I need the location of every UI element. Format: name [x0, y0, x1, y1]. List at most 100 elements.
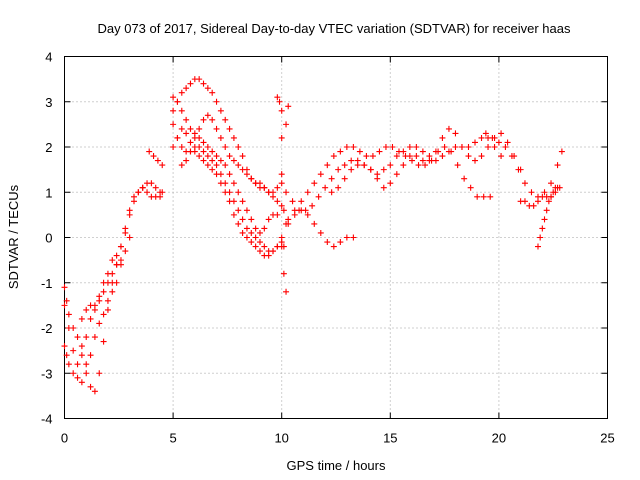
data-point	[96, 370, 103, 377]
data-point	[280, 207, 287, 214]
x-tick-label: 20	[492, 431, 506, 446]
data-point	[139, 184, 146, 191]
data-point	[209, 116, 216, 123]
data-point	[274, 184, 281, 191]
data-point	[376, 148, 383, 155]
data-point	[328, 189, 335, 196]
data-point	[204, 153, 211, 160]
data-point	[196, 125, 203, 132]
data-point	[196, 76, 203, 83]
data-point	[274, 94, 281, 101]
data-point	[170, 121, 177, 128]
data-point	[70, 325, 77, 331]
y-tick-label: -1	[41, 276, 53, 291]
data-point	[278, 180, 285, 187]
data-series-7	[170, 94, 281, 236]
data-point	[478, 153, 485, 160]
data-point	[239, 166, 246, 173]
data-point	[83, 361, 90, 368]
data-point	[283, 288, 290, 295]
data-point	[550, 189, 557, 196]
data-point	[200, 148, 207, 155]
data-point	[100, 288, 107, 295]
data-point	[361, 162, 368, 169]
data-point	[541, 216, 548, 223]
data-point	[78, 315, 85, 322]
data-point	[61, 302, 68, 309]
data-point	[200, 157, 207, 164]
data-point	[508, 153, 515, 160]
data-point	[117, 257, 124, 264]
data-point	[280, 243, 287, 250]
data-point	[109, 288, 116, 295]
data-point	[178, 144, 185, 150]
data-point	[498, 153, 505, 160]
data-point	[317, 171, 324, 178]
data-point	[91, 388, 98, 395]
y-tick-label: -2	[41, 321, 53, 336]
y-tick-label: 0	[45, 231, 52, 246]
data-point	[109, 270, 116, 277]
data-point	[157, 193, 164, 200]
data-point	[222, 162, 229, 169]
data-point	[230, 157, 237, 164]
data-point	[226, 153, 233, 160]
data-point	[235, 189, 242, 196]
data-point	[235, 220, 242, 227]
data-series-9	[170, 125, 285, 259]
data-point	[113, 252, 120, 259]
data-point	[213, 125, 220, 132]
data-point	[183, 157, 190, 164]
data-point	[534, 243, 541, 250]
data-point	[380, 166, 387, 173]
chart-title: Day 073 of 2017, Sidereal Day-to-day VTE…	[97, 21, 571, 36]
data-point	[187, 80, 194, 87]
data-point	[100, 338, 107, 345]
data-point	[278, 171, 285, 178]
data-point	[154, 157, 161, 164]
data-point	[170, 94, 177, 101]
data-point	[109, 257, 116, 264]
x-tick-label: 15	[383, 431, 397, 446]
data-point	[256, 248, 263, 255]
data-point	[298, 198, 305, 205]
data-point	[61, 284, 68, 291]
data-point	[324, 239, 331, 246]
data-point	[348, 166, 355, 173]
data-point	[528, 189, 535, 196]
data-point	[270, 193, 277, 200]
data-point	[445, 148, 452, 155]
data-point	[537, 234, 544, 241]
data-point	[252, 225, 259, 232]
y-tick-label: -3	[41, 366, 53, 381]
x-axis-label: GPS time / hours	[287, 458, 386, 473]
data-point	[213, 153, 220, 160]
data-point	[432, 157, 439, 164]
data-point	[239, 216, 246, 223]
data-series-11	[274, 94, 292, 295]
data-point	[465, 153, 472, 160]
data-point	[285, 216, 292, 223]
data-point	[78, 352, 85, 359]
data-point	[491, 144, 498, 150]
data-point	[341, 162, 348, 169]
plot-frame	[64, 56, 608, 419]
data-point	[350, 144, 357, 150]
data-point	[441, 144, 448, 150]
data-point	[196, 153, 203, 160]
data-point	[104, 306, 111, 313]
data-point	[485, 144, 492, 150]
data-point	[474, 193, 481, 200]
data-point	[200, 80, 207, 87]
data-point	[243, 207, 250, 214]
data-point	[291, 211, 298, 218]
data-point	[83, 334, 90, 341]
data-point	[265, 189, 272, 196]
data-point	[452, 130, 459, 137]
data-point	[183, 85, 190, 92]
data-point	[426, 157, 433, 164]
data-point	[335, 166, 342, 173]
data-point	[183, 130, 190, 137]
data-point	[363, 153, 370, 160]
data-point	[104, 279, 111, 286]
